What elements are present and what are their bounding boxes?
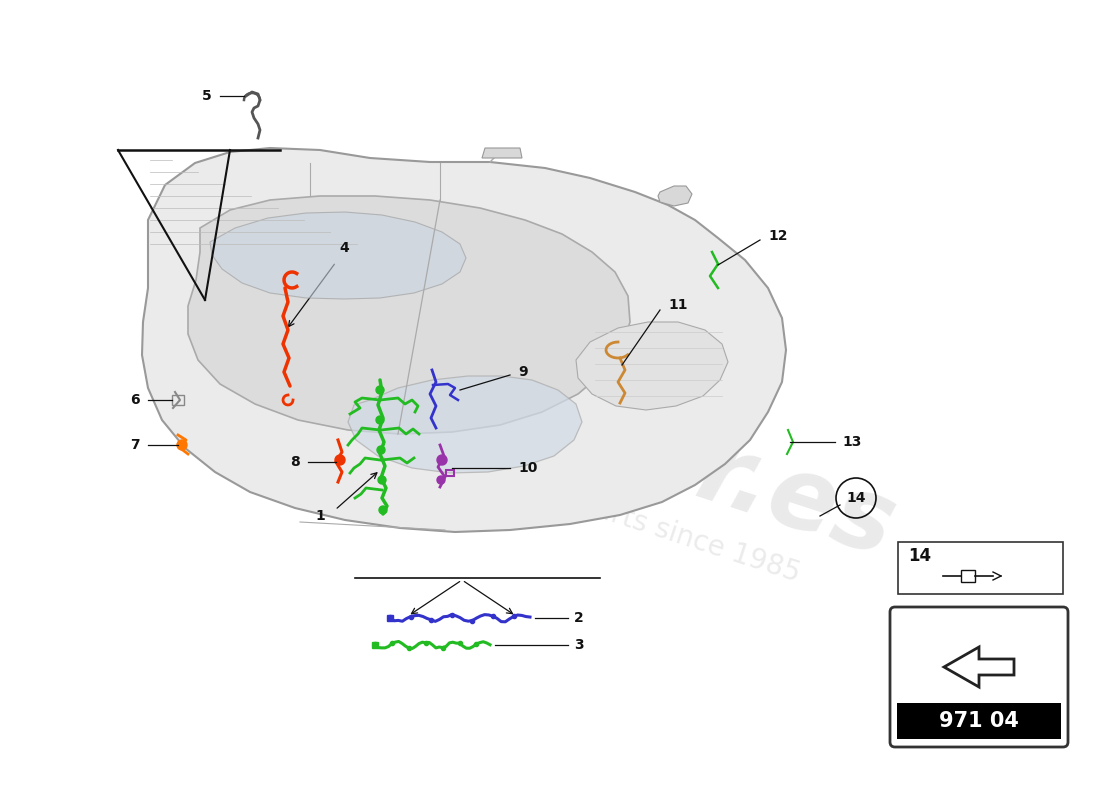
Bar <box>898 542 1063 594</box>
Polygon shape <box>188 196 630 434</box>
Polygon shape <box>348 376 582 473</box>
Polygon shape <box>944 647 1014 687</box>
Text: 10: 10 <box>518 461 538 475</box>
Text: 2: 2 <box>574 611 584 625</box>
Polygon shape <box>482 148 522 158</box>
Circle shape <box>377 446 385 454</box>
Circle shape <box>376 386 384 394</box>
Bar <box>172 395 184 405</box>
Polygon shape <box>658 186 692 206</box>
Text: 3: 3 <box>574 638 584 652</box>
Circle shape <box>376 416 384 424</box>
Text: eurospar.es: eurospar.es <box>253 282 908 578</box>
Polygon shape <box>142 148 786 532</box>
Circle shape <box>379 506 387 514</box>
Text: a passion for parts since 1985: a passion for parts since 1985 <box>396 432 804 588</box>
Text: 5: 5 <box>202 89 212 103</box>
Bar <box>896 703 1062 739</box>
Text: 13: 13 <box>842 435 861 449</box>
Polygon shape <box>210 212 466 299</box>
Circle shape <box>177 440 187 450</box>
Text: 11: 11 <box>668 298 688 312</box>
Text: 12: 12 <box>768 229 788 243</box>
Circle shape <box>437 476 446 484</box>
Text: 4: 4 <box>339 241 349 255</box>
Circle shape <box>378 476 386 484</box>
Text: 971 04: 971 04 <box>939 711 1019 731</box>
Bar <box>961 570 975 582</box>
Text: 14: 14 <box>908 547 931 565</box>
Text: 6: 6 <box>131 393 140 407</box>
Circle shape <box>437 455 447 465</box>
Polygon shape <box>576 322 728 410</box>
Circle shape <box>336 455 345 465</box>
Text: 14: 14 <box>846 491 866 505</box>
Text: 9: 9 <box>518 365 528 379</box>
Text: 7: 7 <box>131 438 140 452</box>
Text: 1: 1 <box>316 509 324 523</box>
Bar <box>446 470 454 476</box>
Text: 8: 8 <box>290 455 300 469</box>
FancyBboxPatch shape <box>890 607 1068 747</box>
